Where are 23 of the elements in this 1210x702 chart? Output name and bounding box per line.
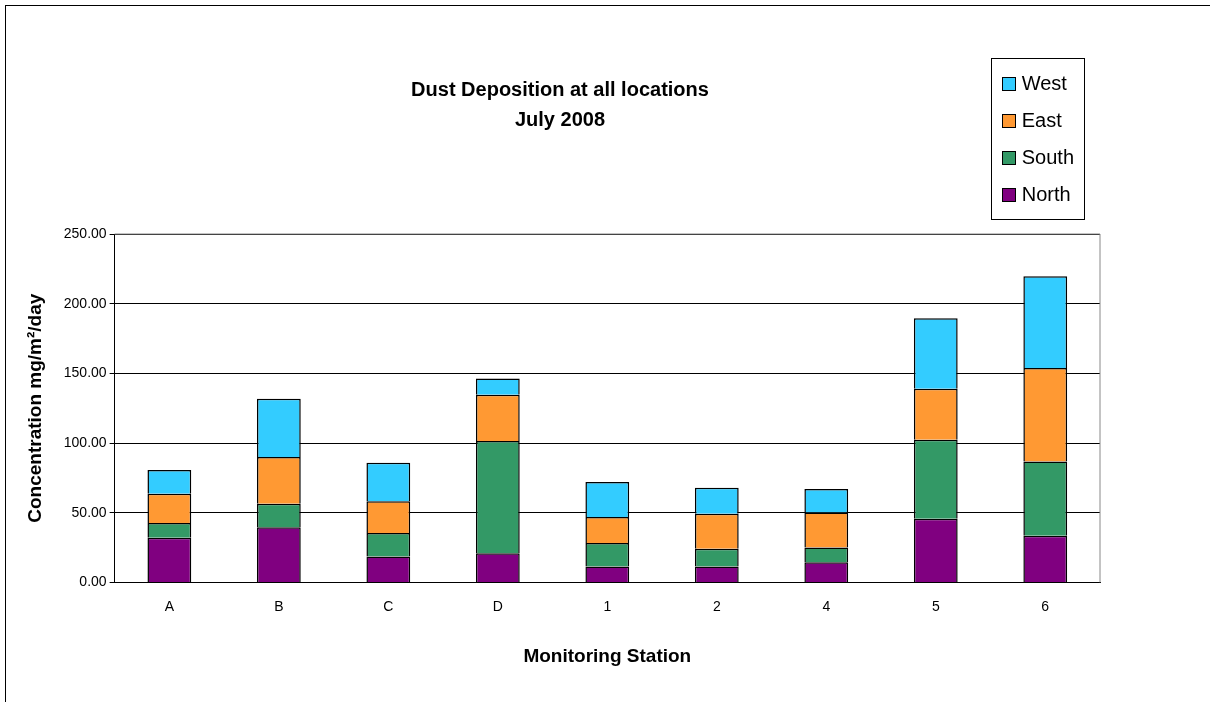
- x-axis-title: Monitoring Station: [523, 644, 692, 666]
- y-tick-label: 150.00: [63, 364, 107, 381]
- x-tick-label: 4: [822, 597, 831, 614]
- x-tick-label: 2: [712, 597, 721, 614]
- legend-label: South: [1021, 146, 1074, 169]
- chart-title: Dust Deposition at all locations: [411, 77, 709, 100]
- legend-label: West: [1021, 72, 1067, 95]
- legend-label: East: [1021, 109, 1062, 132]
- y-tick-label: 250.00: [63, 224, 107, 241]
- x-tick-label: 1: [603, 597, 612, 614]
- y-tick-label: 50.00: [71, 503, 107, 520]
- x-tick-label: B: [274, 597, 284, 614]
- y-tick-label: 200.00: [63, 294, 107, 311]
- x-tick-label: A: [164, 597, 175, 614]
- x-tick-label: C: [383, 597, 394, 614]
- y-tick-label: 0.00: [79, 573, 107, 590]
- x-tick-label: D: [492, 597, 503, 614]
- x-tick-label: 6: [1041, 597, 1050, 614]
- x-tick-label: 5: [931, 597, 940, 614]
- legend-label: North: [1021, 183, 1071, 206]
- y-axis-title: Concentration mg/m²/day: [23, 293, 45, 523]
- y-tick-label: 100.00: [63, 433, 107, 450]
- chart-subtitle: July 2008: [514, 107, 606, 130]
